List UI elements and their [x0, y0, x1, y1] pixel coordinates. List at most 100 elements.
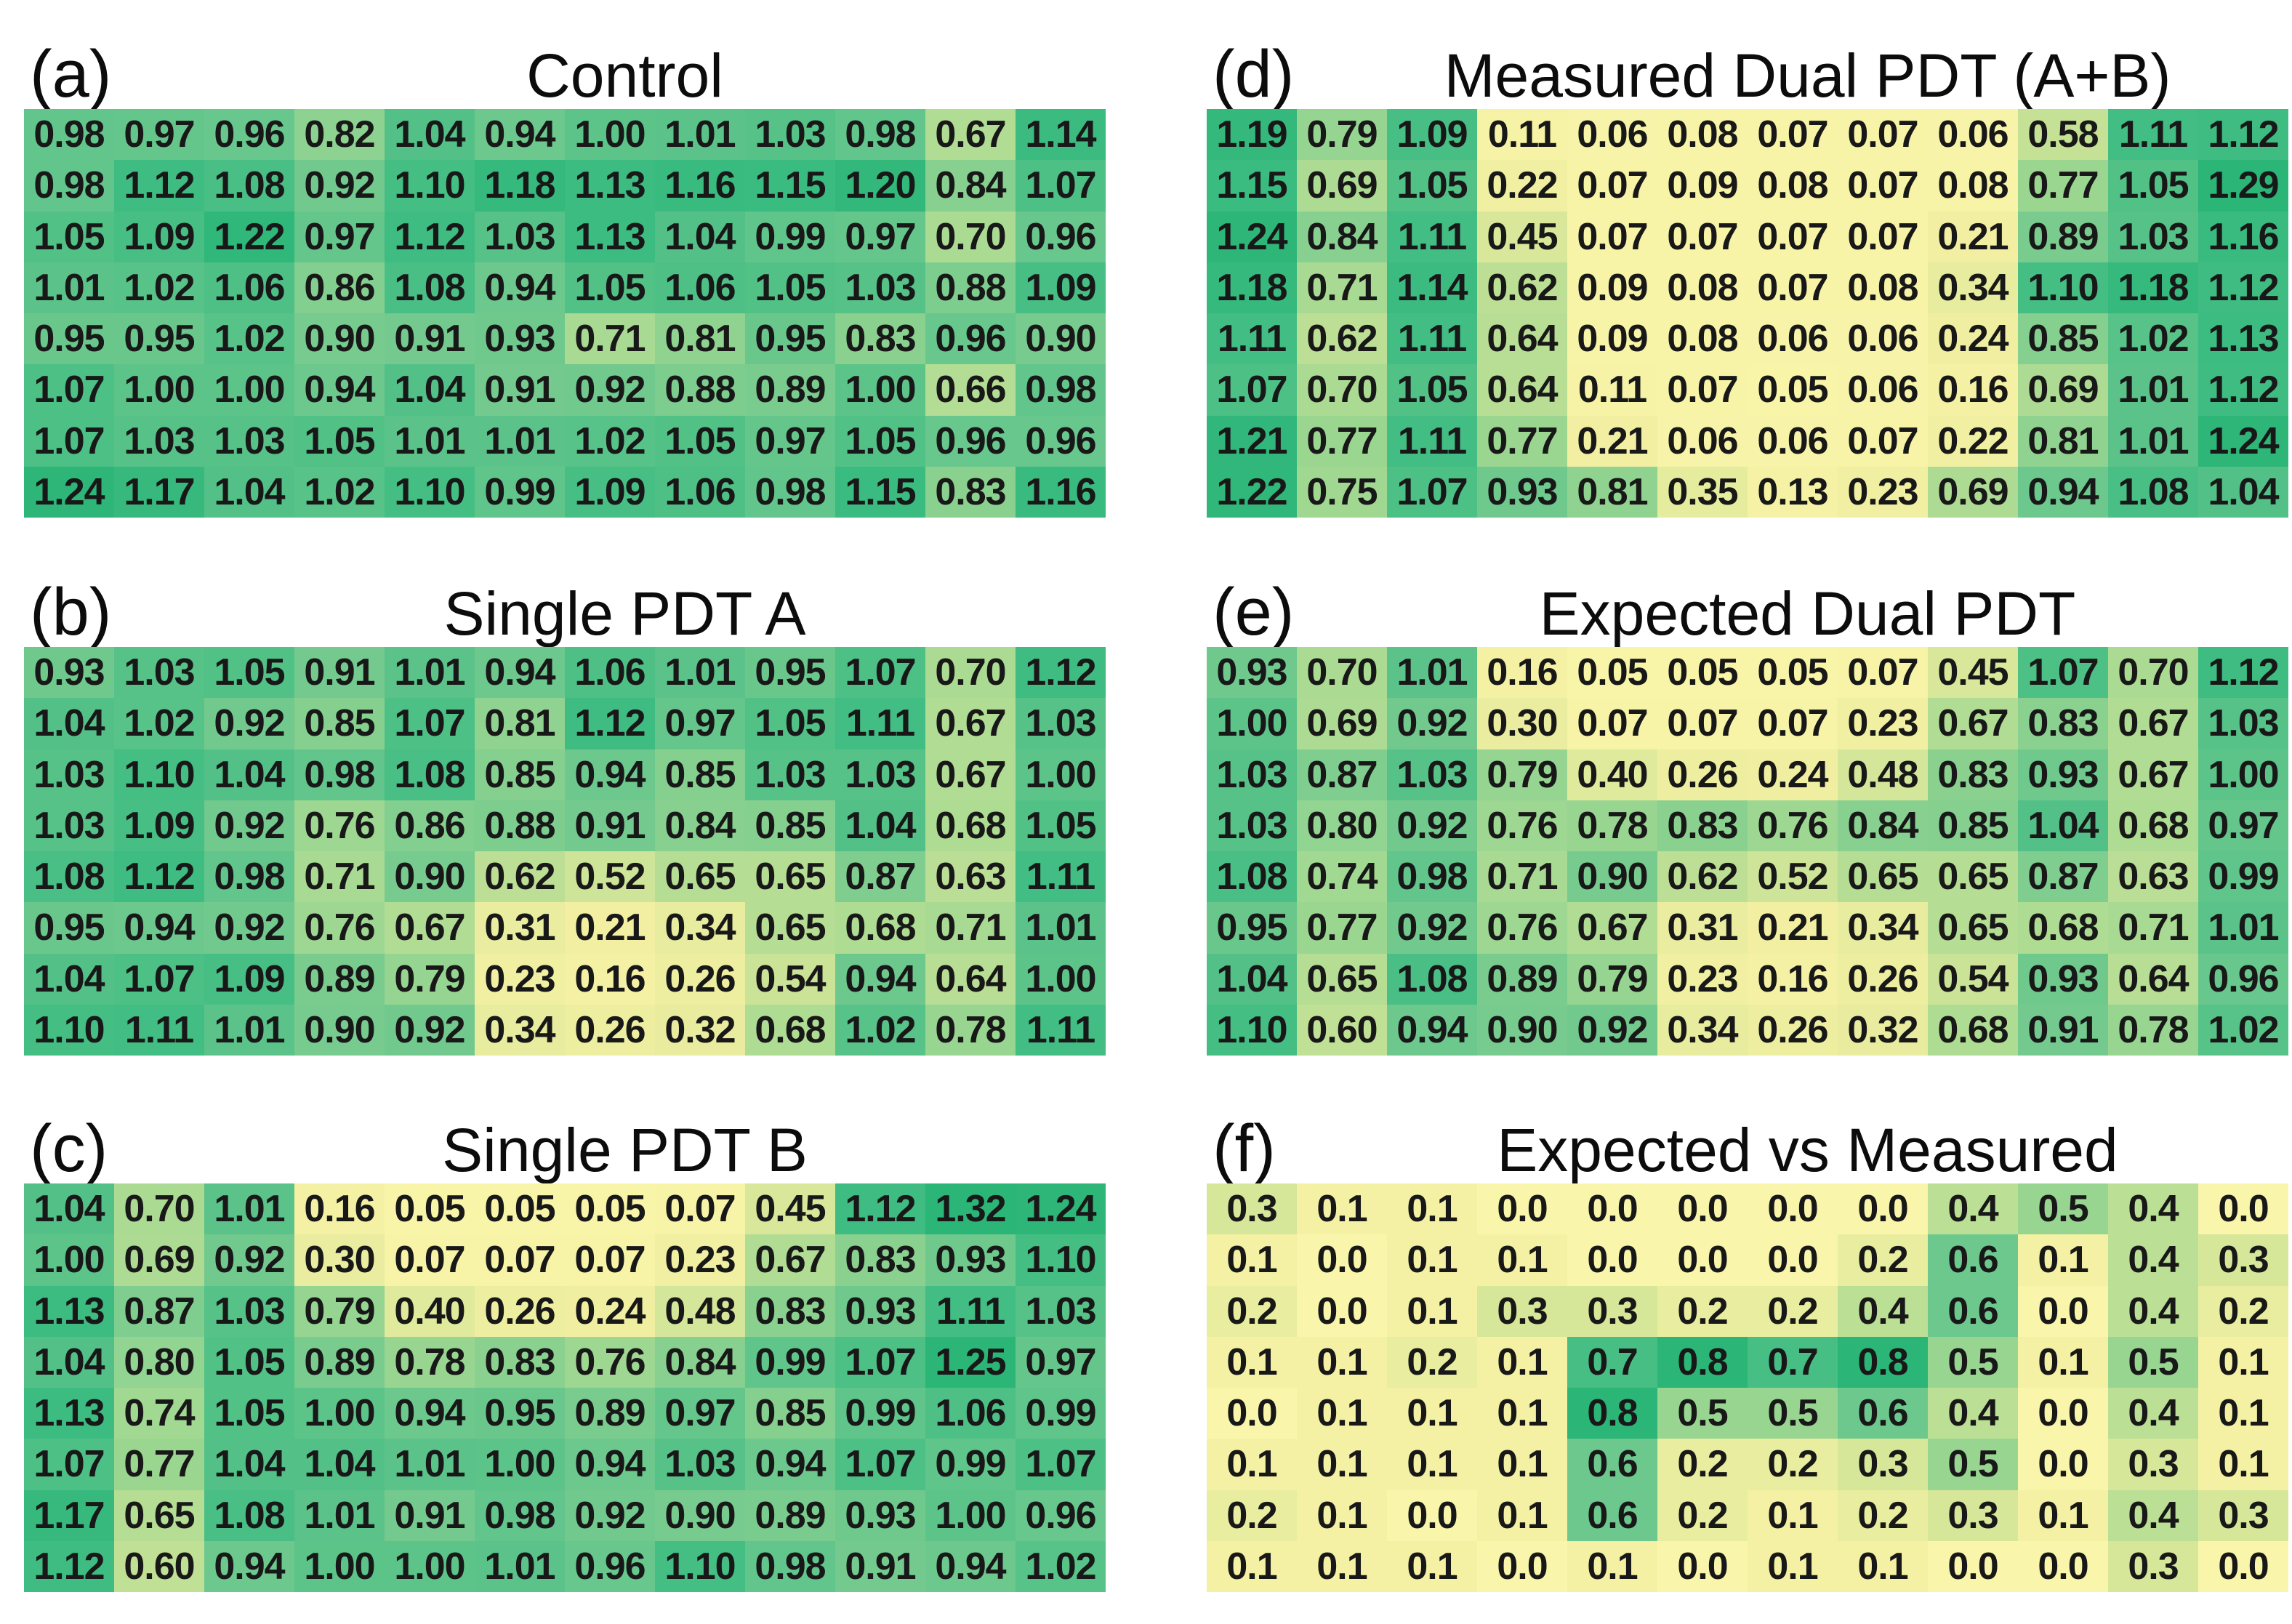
heatmap-cell: 0.83 [835, 1234, 925, 1286]
heatmap-cell: 0.93 [2018, 749, 2108, 800]
heatmap-cell: 1.01 [475, 415, 565, 467]
heatmap-cell: 1.12 [2198, 109, 2288, 161]
heatmap-cell: 0.91 [565, 800, 655, 851]
heatmap-cell: 0.62 [1297, 313, 1387, 365]
heatmap-cell: 0.98 [24, 160, 114, 212]
heatmap-cell: 0.40 [1567, 749, 1657, 800]
heatmap-cell: 0.77 [1297, 415, 1387, 467]
heatmap-cell: 0.91 [385, 1490, 475, 1541]
heatmap-cell: 0.91 [294, 647, 385, 699]
heatmap-cell: 1.03 [1016, 698, 1106, 749]
heatmap-cell: 0.05 [1657, 647, 1748, 699]
heatmap-cell: 1.03 [1207, 800, 1297, 851]
heatmap-cell: 0.85 [745, 800, 835, 851]
heatmap-cell: 1.11 [1016, 851, 1106, 903]
heatmap-cell: 0.3 [2198, 1490, 2288, 1541]
heatmap-cell: 0.0 [2198, 1183, 2288, 1235]
heatmap-cell: 1.21 [1207, 415, 1297, 467]
heatmap-cell: 0.94 [745, 1439, 835, 1490]
heatmap-cell: 0.07 [1748, 698, 1838, 749]
heatmap-cell: 0.96 [204, 109, 294, 161]
heatmap-cell: 0.34 [475, 1004, 565, 1056]
heatmap-cell: 0.68 [835, 902, 925, 954]
heatmap-cell: 0.24 [565, 1285, 655, 1337]
heatmap-cell: 1.01 [655, 647, 745, 699]
heatmap-cell: 1.03 [2198, 698, 2288, 749]
heatmap-cell: 0.6 [1928, 1285, 2018, 1337]
heatmap-cell: 0.4 [2108, 1490, 2198, 1541]
heatmap-cell: 1.15 [745, 160, 835, 212]
heatmap-cell: 0.97 [114, 109, 204, 161]
heatmap-cell: 1.03 [835, 749, 925, 800]
heatmap-cell: 0.85 [294, 698, 385, 749]
heatmap-cell: 0.0 [2018, 1439, 2108, 1490]
heatmap-cell: 0.0 [1928, 1540, 2018, 1592]
heatmap-cell: 0.79 [1477, 749, 1567, 800]
heatmap-cell: 0.90 [655, 1490, 745, 1541]
heatmap-cell: 0.2 [1657, 1285, 1748, 1337]
heatmap-cell: 1.00 [925, 1490, 1016, 1541]
heatmap-cell: 0.85 [2018, 313, 2108, 365]
heatmap-cell: 1.00 [204, 364, 294, 416]
heatmap-cell: 1.09 [565, 466, 655, 518]
heatmap-cell: 0.76 [1748, 800, 1838, 851]
heatmap-cell: 1.03 [204, 415, 294, 467]
heatmap-cell: 0.1 [2198, 1388, 2288, 1439]
heatmap-cell: 0.1 [1387, 1540, 1477, 1592]
heatmap-cell: 0.65 [745, 902, 835, 954]
heatmap-cell: 0.81 [655, 313, 745, 365]
heatmap-cell: 0.31 [475, 902, 565, 954]
heatmap-grid-expected-dual-pdt: 0.93 0.70 1.01 0.16 0.05 0.05 0.05 0.07 0.45 1.07… [1207, 647, 2288, 1056]
heatmap-cell: 0.08 [1657, 109, 1748, 161]
heatmap-cell: 1.01 [1387, 647, 1477, 699]
heatmap-cell: 0.5 [2108, 1336, 2198, 1388]
heatmap-cell: 0.1 [1838, 1540, 1928, 1592]
panel-label: (e) [1213, 575, 1295, 649]
heatmap-cell: 0.2 [1838, 1490, 1928, 1541]
heatmap-cell: 1.03 [114, 415, 204, 467]
heatmap-cell: 0.92 [1387, 902, 1477, 954]
heatmap-cell: 0.69 [1297, 160, 1387, 212]
heatmap-cell: 0.05 [385, 1183, 475, 1235]
heatmap-cell: 1.04 [655, 211, 745, 262]
heatmap-cell: 0.06 [1657, 415, 1748, 467]
panel-header: (c) Single PDT B [24, 1080, 1106, 1182]
heatmap-cell: 0.2 [1748, 1285, 1838, 1337]
heatmap-cell: 0.71 [925, 902, 1016, 954]
heatmap-cell: 0.3 [1477, 1285, 1567, 1337]
heatmap-cell: 1.03 [24, 800, 114, 851]
heatmap-cell: 1.17 [114, 466, 204, 518]
heatmap-cell: 0.76 [294, 902, 385, 954]
heatmap-cell: 0.95 [114, 313, 204, 365]
heatmap-cell: 0.0 [1748, 1183, 1838, 1235]
heatmap-cell: 0.7 [1748, 1336, 1838, 1388]
heatmap-cell: 0.2 [2198, 1285, 2288, 1337]
heatmap-cell: 1.06 [204, 262, 294, 313]
heatmap-cell: 0.05 [565, 1183, 655, 1235]
heatmap-grid-measured-dual-pdt: 1.19 0.79 1.09 0.11 0.06 0.08 0.07 0.07 0.06 0.58… [1207, 109, 2288, 518]
heatmap-cell: 0.92 [204, 800, 294, 851]
heatmap-grid-single-pdt-a: 0.93 1.03 1.05 0.91 1.01 0.94 1.06 1.01 0.95 1.07… [24, 647, 1106, 1056]
heatmap-cell: 0.05 [1748, 647, 1838, 699]
heatmap-cell: 0.0 [1567, 1183, 1657, 1235]
heatmap-cell: 0.6 [1838, 1388, 1928, 1439]
heatmap-cell: 0.60 [114, 1540, 204, 1592]
heatmap-cell: 0.1 [1748, 1490, 1838, 1541]
heatmap-cell: 0.92 [294, 160, 385, 212]
heatmap-cell: 0.74 [1297, 851, 1387, 903]
heatmap-cell: 1.24 [2198, 415, 2288, 467]
heatmap-cell: 1.05 [2108, 160, 2198, 212]
heatmap-cell: 0.64 [1477, 313, 1567, 365]
heatmap-cell: 0.99 [745, 211, 835, 262]
heatmap-cell: 1.06 [655, 262, 745, 313]
heatmap-cell: 0.21 [565, 902, 655, 954]
heatmap-cell: 0.26 [1748, 1004, 1838, 1056]
heatmap-cell: 0.96 [925, 313, 1016, 365]
heatmap-cell: 0.0 [1657, 1234, 1748, 1286]
heatmap-cell: 0.23 [475, 953, 565, 1005]
heatmap-cell: 1.01 [655, 109, 745, 161]
heatmap-cell: 0.64 [1477, 364, 1567, 416]
heatmap-cell: 0.88 [475, 800, 565, 851]
heatmap-cell: 0.1 [1477, 1336, 1567, 1388]
heatmap-cell: 0.65 [655, 851, 745, 903]
